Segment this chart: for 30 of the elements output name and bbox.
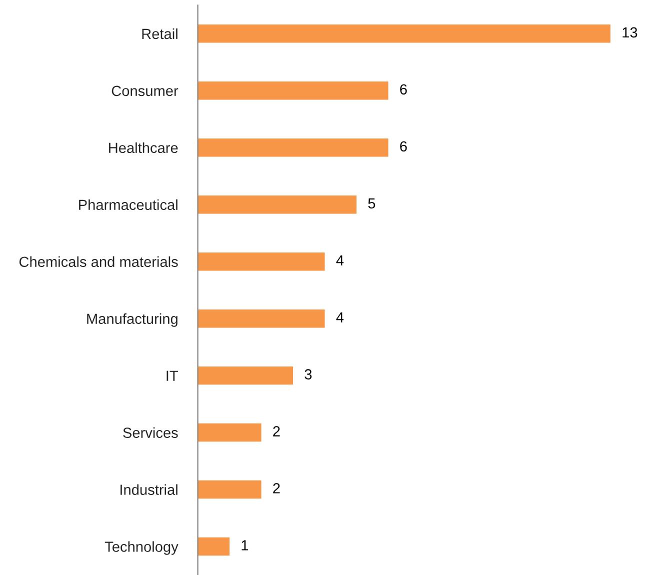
y-tick-label: Chemicals and materials [19, 256, 178, 268]
bar [198, 82, 388, 100]
y-tick-label: Consumer [112, 86, 178, 96]
data-label: 2 [273, 426, 280, 436]
bar [198, 252, 325, 271]
y-tick-label: Healthcare [109, 142, 178, 154]
data-label: 6 [400, 141, 407, 152]
y-tick-label: Pharmaceutical [79, 199, 178, 210]
data-label: 2 [273, 483, 280, 494]
y-tick-label: Retail [142, 28, 178, 40]
data-label: 5 [368, 198, 376, 209]
bar [198, 537, 230, 556]
data-label: 1 [242, 540, 248, 550]
bar [198, 423, 262, 442]
data-label: 13 [622, 27, 638, 38]
data-label: 4 [336, 255, 344, 266]
bar [198, 195, 357, 214]
y-tick-label: Industrial [120, 484, 178, 495]
bar [198, 309, 325, 328]
y-tick-label: IT [166, 370, 178, 381]
y-tick-label: Technology [104, 541, 178, 555]
bar [198, 138, 388, 157]
bar [198, 366, 294, 385]
bar [198, 480, 262, 499]
data-label: 4 [336, 312, 344, 322]
data-label: 6 [400, 84, 407, 95]
bar [198, 24, 610, 43]
data-label: 3 [304, 369, 312, 380]
y-tick-label: Manufacturing [87, 313, 178, 327]
y-tick-label: Services [123, 427, 178, 438]
